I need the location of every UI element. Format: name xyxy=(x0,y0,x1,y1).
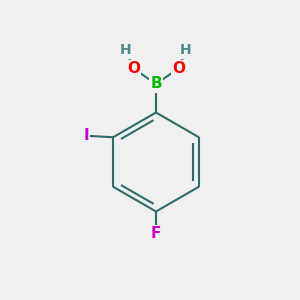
Text: F: F xyxy=(151,226,161,242)
Text: B: B xyxy=(150,76,162,92)
Text: I: I xyxy=(83,128,89,143)
Text: H: H xyxy=(180,44,192,57)
Text: H: H xyxy=(120,44,132,57)
Text: O: O xyxy=(127,61,140,76)
Text: O: O xyxy=(172,61,185,76)
